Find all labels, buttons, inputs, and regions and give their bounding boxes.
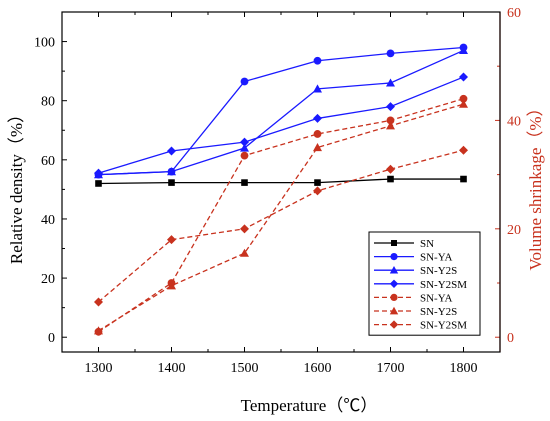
legend-label: SN-Y2SM xyxy=(420,320,467,332)
left-y-tick-label: 80 xyxy=(41,95,55,110)
legend-box xyxy=(368,231,481,336)
data-point xyxy=(95,180,102,187)
right-y-tick-label: 0 xyxy=(507,331,514,346)
data-point xyxy=(386,164,395,174)
legend-label: SN xyxy=(420,238,434,250)
legend-marker xyxy=(391,240,397,246)
data-point xyxy=(240,77,249,86)
series-line xyxy=(98,46,464,176)
series-line xyxy=(98,76,464,174)
data-point xyxy=(168,179,175,186)
data-point xyxy=(459,145,468,155)
series-3 xyxy=(94,72,468,178)
data-point xyxy=(314,179,321,186)
data-point xyxy=(240,143,249,152)
data-point xyxy=(167,281,176,290)
data-point xyxy=(313,186,322,196)
legend-marker xyxy=(390,293,398,301)
data-point xyxy=(94,168,103,178)
left-y-tick-label: 0 xyxy=(48,331,55,346)
data-point xyxy=(459,45,468,55)
x-tick-label: 1400 xyxy=(158,361,186,376)
series-line xyxy=(98,49,464,176)
legend-marker xyxy=(389,266,399,274)
data-point xyxy=(240,137,249,147)
legend-marker xyxy=(389,306,399,315)
labels-layer: 1300 1400 1500 1600 1700 1800 0 20 40 60 80 100 0 20 4… xyxy=(34,6,521,376)
data-point xyxy=(241,179,248,186)
plot-frame xyxy=(61,11,501,353)
right-y-tick-label: 60 xyxy=(507,6,521,21)
data-point xyxy=(460,175,467,183)
series-line xyxy=(98,178,464,185)
data-point xyxy=(386,121,395,130)
left-y-tick-label: 40 xyxy=(41,213,55,228)
series-2 xyxy=(94,45,468,179)
data-point xyxy=(313,113,322,123)
left-y-tick-label: 100 xyxy=(34,36,55,51)
data-point xyxy=(240,224,249,234)
x-tick-label: 1300 xyxy=(85,361,113,376)
legend-marker xyxy=(389,279,399,288)
series-0 xyxy=(95,175,467,187)
series-6 xyxy=(94,145,468,307)
data-point xyxy=(167,146,176,156)
legend-label: SN-YA xyxy=(420,252,452,264)
data-point xyxy=(313,84,322,93)
left-y-tick-label: 60 xyxy=(41,154,55,169)
data-point xyxy=(313,130,322,138)
legend-label: SN-YA xyxy=(420,292,452,304)
right-y-tick-label: 20 xyxy=(507,223,521,238)
data-point xyxy=(167,235,176,245)
data-point xyxy=(386,49,395,58)
x-tick-label: 1800 xyxy=(450,361,478,376)
data-point xyxy=(94,326,103,335)
data-point xyxy=(459,72,468,82)
legend-label: SN-Y2S xyxy=(420,306,457,318)
legend-marker xyxy=(389,320,399,329)
data-point xyxy=(459,94,468,103)
right-y-axis-title: Volume shrinkage（%） xyxy=(526,99,545,270)
data-point xyxy=(459,99,468,108)
left-y-tick-label: 20 xyxy=(41,272,55,287)
data-point xyxy=(240,151,249,160)
series-1 xyxy=(94,43,468,179)
data-point xyxy=(386,102,395,112)
x-tick-label: 1700 xyxy=(377,361,405,376)
data-point xyxy=(313,56,322,65)
left-y-axis-title: Relative density（%） xyxy=(7,106,26,264)
data-point xyxy=(386,116,395,125)
x-axis-title: Temperature（℃） xyxy=(241,396,378,415)
legend-label: SN-Y2S xyxy=(420,265,457,277)
series-layer xyxy=(94,43,468,336)
legend-marker xyxy=(390,253,398,261)
series-line xyxy=(98,149,464,303)
right-y-tick-label: 40 xyxy=(507,114,521,129)
data-point xyxy=(386,78,395,87)
data-point xyxy=(94,297,103,307)
series-line xyxy=(98,98,464,333)
data-point xyxy=(240,248,249,257)
data-point xyxy=(313,143,322,152)
legend-label: SN-Y2SM xyxy=(420,279,467,291)
data-point xyxy=(167,167,176,176)
x-tick-label: 1500 xyxy=(231,361,259,376)
x-tick-label: 1600 xyxy=(304,361,332,376)
series-5 xyxy=(94,99,468,335)
data-point xyxy=(387,175,394,183)
